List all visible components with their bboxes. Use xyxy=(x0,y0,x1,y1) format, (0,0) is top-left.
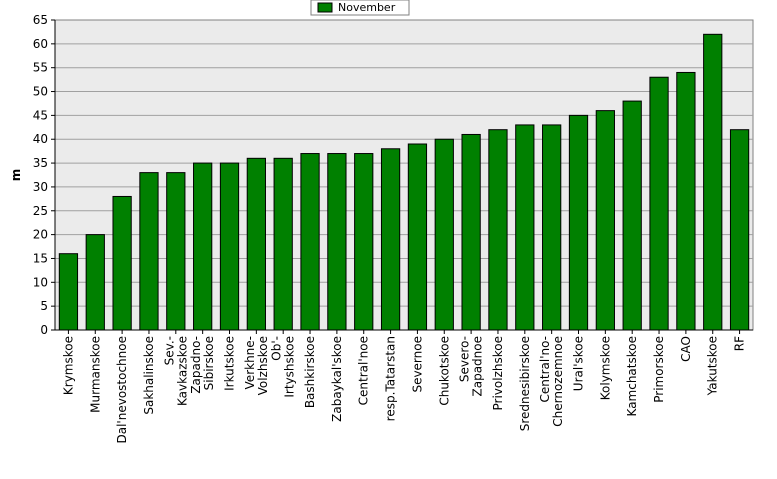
bar xyxy=(327,153,347,331)
bar xyxy=(85,234,105,331)
x-tick-label: Chernozemnoe xyxy=(551,336,565,427)
y-tick-label: 45 xyxy=(33,108,48,122)
legend-label: November xyxy=(338,1,396,14)
y-tick-label: 50 xyxy=(33,85,48,99)
bar xyxy=(246,157,266,331)
legend-swatch xyxy=(317,2,333,13)
x-tick-label: Bashkirskoe xyxy=(303,336,317,408)
bar xyxy=(273,157,293,331)
x-tick-label: Privolzhskoe xyxy=(491,336,505,410)
y-tick-label: 35 xyxy=(33,156,48,170)
y-tick-label: 60 xyxy=(33,37,48,51)
bar xyxy=(219,162,240,331)
x-tick-label: Yakutskoe xyxy=(706,336,720,396)
bar xyxy=(112,195,132,331)
bars xyxy=(58,33,750,331)
x-tick-label: RF xyxy=(733,336,747,351)
x-tick-label: Sev.- xyxy=(162,336,176,365)
x-axis-ticks: Krymskoe Murmanskoe Dal'nevostochnoe Sakhal… xyxy=(61,330,747,444)
y-tick-label: 25 xyxy=(33,204,48,218)
bar xyxy=(729,129,750,331)
plot-background xyxy=(54,19,754,331)
x-tick-label: Kamchatskoe xyxy=(625,336,639,416)
bar xyxy=(622,100,642,331)
bar xyxy=(568,114,589,331)
x-tick-label: Zabaykal'skoe xyxy=(330,336,344,422)
x-tick-label: resp.Tatarstan xyxy=(384,336,398,421)
x-tick-label: Zapadnoe xyxy=(471,336,485,397)
y-tick-label: 55 xyxy=(33,61,48,75)
x-tick-label: Ural'skoe xyxy=(572,336,586,391)
legend: November xyxy=(310,0,410,16)
x-tick-label: Krymskoe xyxy=(61,336,75,395)
x-tick-label: Ob'- xyxy=(270,336,284,361)
y-tick-label: 15 xyxy=(33,251,48,265)
x-tick-label: CAO xyxy=(679,336,693,362)
bar xyxy=(649,76,669,331)
y-tick-label: 5 xyxy=(40,299,48,313)
bar xyxy=(354,153,374,331)
x-tick-label: Volzhskoe xyxy=(256,336,270,395)
x-tick-label: Kolymskoe xyxy=(598,336,612,400)
y-tick-label: 40 xyxy=(33,132,48,146)
x-tick-label: Severnoe xyxy=(410,336,424,393)
x-tick-label: Sakhalinskoe xyxy=(142,336,156,415)
bar xyxy=(595,110,615,331)
bar xyxy=(703,33,723,331)
bar xyxy=(488,129,508,331)
x-tick-label: Irkutskoe xyxy=(223,336,237,391)
bar xyxy=(461,133,481,331)
y-tick-label: 30 xyxy=(33,180,48,194)
bar xyxy=(676,71,696,331)
y-axis-ticks: 0 5 10 15 20 25 30 35 40 45 50 55 60 65 xyxy=(33,13,55,337)
bar xyxy=(300,153,320,331)
x-tick-label: Central'no- xyxy=(538,336,552,403)
legend-box xyxy=(310,0,410,16)
bar xyxy=(380,148,401,331)
x-tick-label: Primorskoe xyxy=(652,336,666,403)
bar xyxy=(434,138,454,331)
x-tick-label: Severo- xyxy=(458,336,472,382)
x-tick-label: Chukotskoe xyxy=(437,336,451,406)
x-tick-label: Zapadno- xyxy=(189,336,203,394)
y-tick-label: 20 xyxy=(33,228,48,242)
bar xyxy=(58,253,79,331)
x-tick-label: Kavkazskoe xyxy=(175,336,189,406)
x-tick-label: Irtyshskoe xyxy=(283,336,297,398)
bar xyxy=(193,162,213,331)
bar xyxy=(139,172,159,331)
x-tick-label: Central'noe xyxy=(357,336,371,405)
x-tick-label: Verkhne- xyxy=(243,336,257,389)
x-tick-label: Dal'nevostochnoe xyxy=(115,336,129,444)
y-tick-label: 10 xyxy=(33,275,48,289)
bar xyxy=(166,172,186,331)
y-axis-label: m xyxy=(9,169,23,182)
bar xyxy=(407,143,428,331)
x-tick-label: Srednesibirskoe xyxy=(518,336,532,431)
y-tick-label: 65 xyxy=(33,13,48,27)
bar xyxy=(515,124,535,331)
y-tick-label: 0 xyxy=(40,323,48,337)
x-tick-label: Murmanskoe xyxy=(88,336,102,413)
bar xyxy=(542,124,562,331)
x-tick-label: Sibirskoe xyxy=(202,336,216,390)
